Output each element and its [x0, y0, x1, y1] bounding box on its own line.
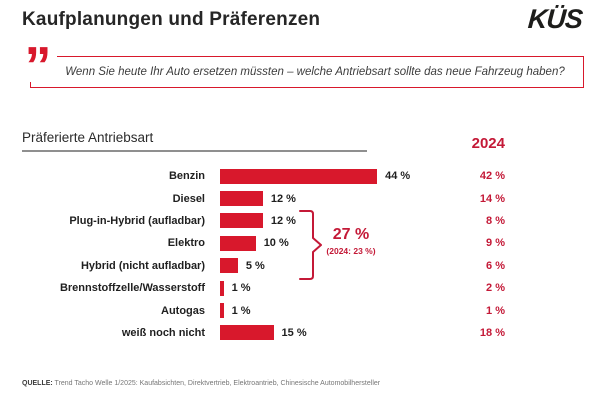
source-text: Trend Tacho Welle 1/2025: Kaufabsichten,… — [52, 380, 381, 387]
year-2024-column-header: 2024 — [471, 135, 505, 152]
category-label: Benzin — [168, 170, 205, 183]
bar-value: 1 % — [231, 304, 251, 317]
bar — [220, 191, 263, 207]
chart-title: Präferierte Antriebsart — [22, 130, 154, 145]
survey-question-box: ” Wenn Sie heute Ihr Auto ersetzen müsst… — [19, 39, 584, 93]
bar — [220, 303, 224, 319]
kus-logo: KÜS — [526, 4, 584, 34]
page-title: Kaufplanungen und Präferenzen — [22, 9, 321, 30]
bracket-icon — [299, 210, 322, 280]
bar — [220, 258, 238, 274]
comparison-value-2024: 42 % — [479, 170, 505, 183]
annotation-total: 27 % — [332, 226, 370, 243]
table-row: Brennstoffzelle/Wasserstoff 1 % 2 % — [0, 277, 600, 299]
bar-value: 12 % — [270, 192, 296, 205]
category-label: Autogas — [161, 304, 205, 317]
table-row: Autogas 1 % 1 % — [0, 299, 600, 321]
category-label: Brennstoffzelle/Wasserstoff — [59, 282, 205, 295]
bar — [220, 213, 263, 229]
comparison-value-2024: 9 % — [486, 237, 505, 250]
bar-value: 44 % — [385, 170, 411, 183]
table-row: Elektro 10 % 9 % — [0, 232, 600, 254]
bar-value: 15 % — [281, 326, 307, 339]
table-row: Benzin 44 % 42 % — [0, 165, 600, 187]
bar-value: 12 % — [270, 214, 296, 227]
source-label: QUELLE: — [22, 380, 53, 387]
bar-chart: Benzin 44 % 42 % Diesel 12 % 14 % Plug-in-Hybr… — [0, 165, 600, 344]
bar — [220, 280, 224, 296]
comparison-value-2024: 2 % — [486, 282, 505, 295]
category-label: Elektro — [167, 237, 205, 250]
table-row: weiß noch nicht 15 % 18 % — [0, 322, 600, 344]
category-label: weiß noch nicht — [121, 326, 205, 339]
annotation-group: 27 % (2024: 23 %) — [320, 226, 382, 256]
bar — [220, 168, 378, 184]
comparison-value-2024: 8 % — [486, 214, 505, 227]
bar — [220, 235, 256, 251]
comparison-value-2024: 18 % — [479, 326, 505, 339]
annotation-previous-year: (2024: 23 %) — [326, 246, 376, 256]
bar — [220, 325, 274, 341]
category-label: Plug-in-Hybrid (aufladbar) — [69, 214, 205, 227]
category-label: Hybrid (nicht aufladbar) — [80, 259, 205, 272]
divider-line — [22, 150, 367, 152]
table-row: Plug-in-Hybrid (aufladbar) 12 % 8 % — [0, 210, 600, 232]
comparison-value-2024: 6 % — [486, 259, 505, 272]
comparison-value-2024: 14 % — [479, 192, 505, 205]
bar-value: 10 % — [263, 237, 289, 250]
category-label: Diesel — [172, 192, 205, 205]
table-row: Hybrid (nicht aufladbar) 5 % 6 % — [0, 255, 600, 277]
comparison-value-2024: 1 % — [486, 304, 505, 317]
bar-value: 1 % — [231, 282, 251, 295]
bar-value: 5 % — [245, 259, 265, 272]
table-row: Diesel 12 % 14 % — [0, 187, 600, 209]
survey-question-text: Wenn Sie heute Ihr Auto ersetzen müssten… — [65, 66, 565, 78]
source-note: QUELLE: Trend Tacho Welle 1/2025: Kaufab… — [22, 380, 380, 387]
